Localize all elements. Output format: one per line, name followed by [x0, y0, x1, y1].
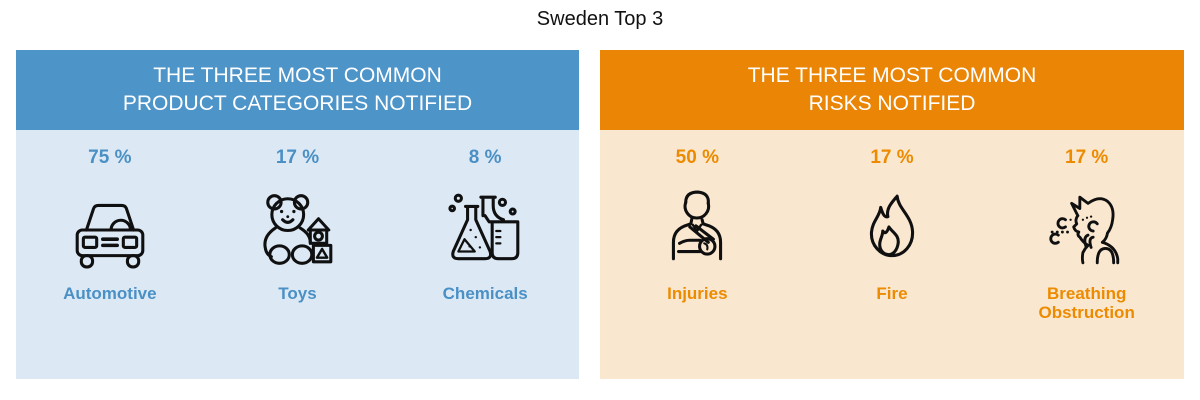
stat-item-fire: 17 % Fire	[795, 130, 990, 379]
header-line-2: PRODUCT CATEGORIES NOTIFIED	[122, 92, 473, 115]
category-label: Chemicals	[442, 284, 528, 303]
percent-value: 8 %	[468, 147, 502, 168]
risk-label: Breathing Obstruction	[1038, 284, 1135, 322]
risk-label: Fire	[876, 284, 908, 303]
stat-item-breathing-obstruction: 17 %	[989, 130, 1184, 379]
percent-value: 17 %	[870, 147, 914, 168]
risk-label: Injuries	[667, 284, 728, 303]
panels-container: THE THREE MOST COMMON PRODUCT CATEGORIES…	[16, 50, 1184, 379]
header-line-2: RISKS NOTIFIED	[808, 92, 976, 115]
category-label: Automotive	[63, 284, 157, 303]
injured-person-icon	[656, 188, 738, 272]
header-line-1: THE THREE MOST COMMON	[747, 64, 1037, 87]
percent-value: 17 %	[275, 147, 320, 168]
fire-icon	[851, 188, 933, 272]
product-categories-body: 75 % A	[16, 130, 579, 379]
risks-header: THE THREE MOST COMMON RISKS NOTIFIED	[600, 50, 1184, 130]
stat-item-chemicals: 8 %	[391, 130, 579, 379]
teddy-bear-icon	[257, 188, 339, 272]
header-line-1: THE THREE MOST COMMON	[153, 64, 442, 87]
car-icon	[69, 188, 151, 272]
percent-value: 75 %	[88, 147, 132, 168]
chemistry-flasks-icon	[444, 188, 526, 272]
product-categories-panel: THE THREE MOST COMMON PRODUCT CATEGORIES…	[16, 50, 579, 379]
percent-value: 17 %	[1065, 147, 1109, 168]
page-title: Sweden Top 3	[536, 8, 664, 30]
product-categories-header: THE THREE MOST COMMON PRODUCT CATEGORIES…	[16, 50, 579, 130]
stat-item-injuries: 50 %	[600, 130, 795, 379]
category-label: Toys	[278, 284, 317, 303]
stat-item-toys: 17 %	[204, 130, 392, 379]
risks-panel: THE THREE MOST COMMON RISKS NOTIFIED 50 …	[600, 50, 1184, 379]
stat-item-automotive: 75 % A	[16, 130, 204, 379]
risks-body: 50 %	[600, 130, 1184, 379]
breathing-obstruction-icon	[1046, 188, 1128, 272]
percent-value: 50 %	[675, 147, 719, 168]
